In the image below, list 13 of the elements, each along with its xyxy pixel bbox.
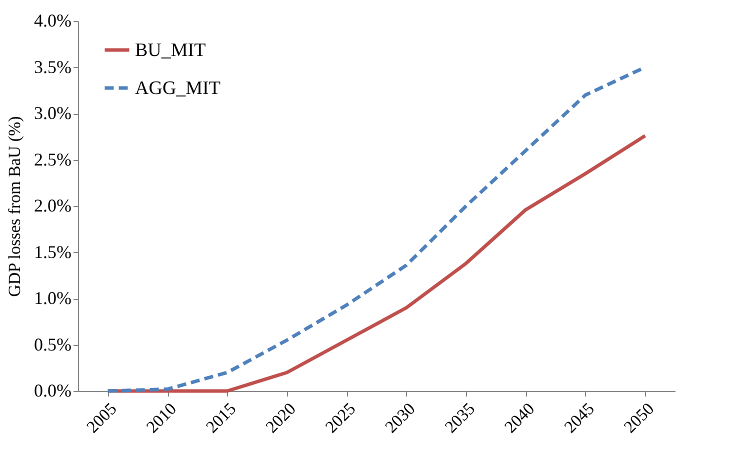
y-axis-title: GDP losses from BaU (%): [5, 116, 24, 297]
y-tick-label: 3.5%: [34, 56, 72, 77]
y-tick-label: 0.5%: [34, 334, 72, 354]
y-tick-label: 1.5%: [34, 242, 72, 262]
y-tick-label: 4.0%: [34, 10, 72, 30]
y-tick-label: 2.5%: [34, 149, 72, 170]
y-tick-label: 2.0%: [34, 196, 72, 216]
y-tick-label: 1.0%: [34, 288, 72, 308]
line-series: [106, 134, 647, 393]
legend-label: AGG_MIT: [135, 78, 221, 99]
y-tick-label: 0.0%: [34, 380, 72, 400]
legend-label: BU_MIT: [135, 40, 206, 61]
y-tick-label: 3.0%: [34, 103, 72, 123]
